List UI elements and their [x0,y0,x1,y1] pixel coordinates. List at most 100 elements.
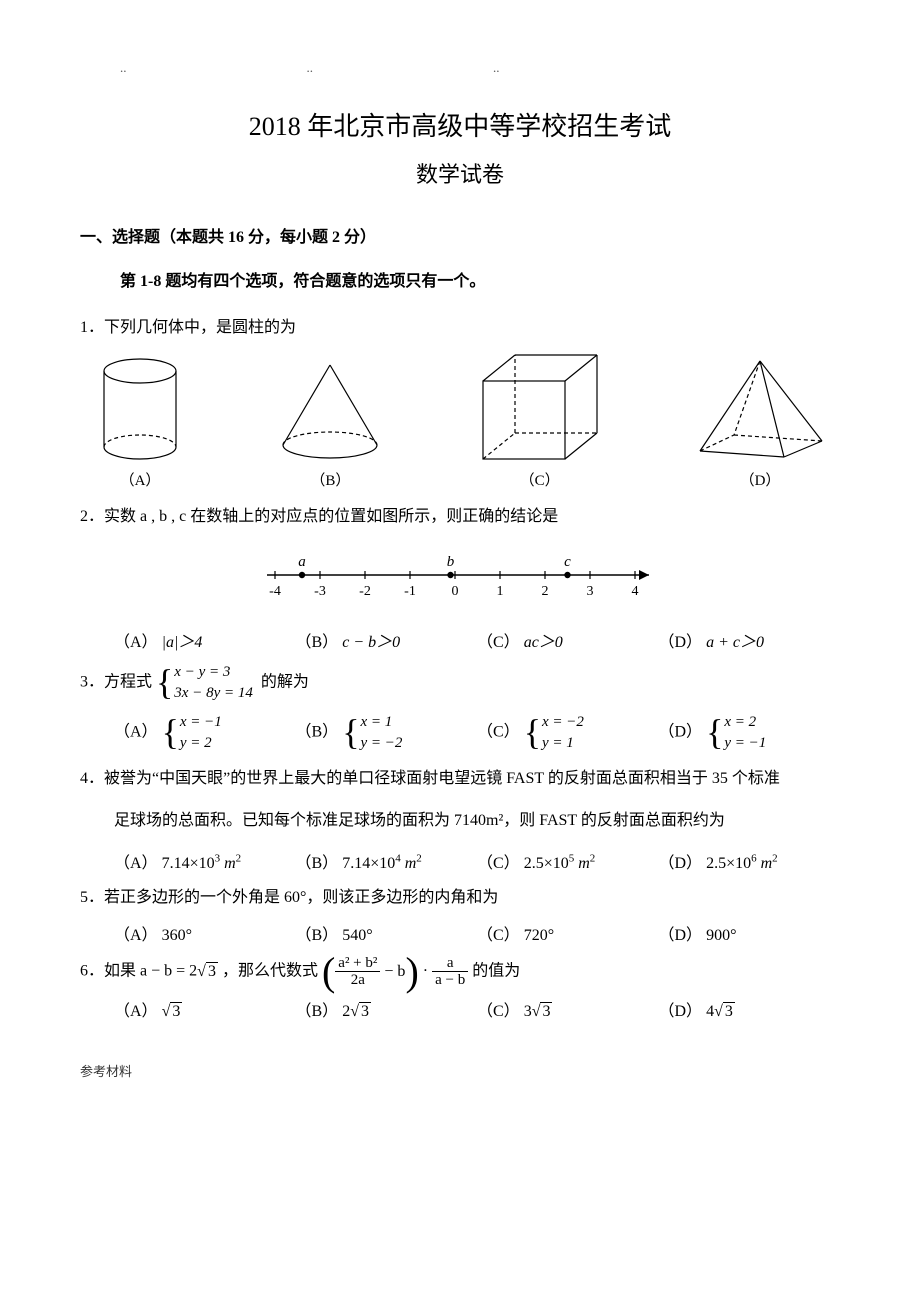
q3-opt-b: （B） { x = 1 y = −2 [296,712,478,754]
q6-opt-c: （C） 3√3 [477,997,659,1021]
dot-1: .. [120,60,127,76]
q3-stem-pre: 3．方程式 [80,673,152,690]
q4-stem-l2: 足球场的总面积。已知每个标准足球场的面积为 7140m²，则 FAST 的反射面… [114,802,840,840]
q1-figures: （A） （B） （C） [80,351,840,490]
q1-label-c: （C） [471,469,609,490]
q5-opt-a: （A） 360° [114,921,296,945]
opt-rad: 3 [170,1002,182,1020]
q4-opt-b: （B） 7.14×104 m2 [296,849,478,873]
opt-label: （A） [114,855,158,872]
opt-label: （A） [114,634,158,651]
opt-label: （B） [296,927,339,944]
opt-expr: ac＞0 [524,634,563,651]
q3-system: { x − y = 3 3x − 8y = 14 [156,662,253,704]
brace-icon: { [156,668,173,697]
opt-unit: m [578,855,590,872]
q5-opt-b: （B） 540° [296,921,478,945]
opt-l1: x = −2 [542,712,584,733]
svg-text:a: a [298,554,306,570]
q6-minus-b: − b [384,957,405,987]
q2-opt-b: （B） c − b＞0 [296,628,478,652]
opt-coef: 2 [342,1003,350,1020]
sqrt-icon: √3 [197,957,218,987]
sqrt-icon: √3 [162,1003,183,1021]
q6-post: 的值为 [472,963,520,980]
opt-val: 900° [706,927,736,944]
opt-label: （D） [659,927,703,944]
svg-text:2: 2 [542,584,549,599]
sqrt-icon: √3 [714,1003,735,1021]
opt-expr: |a|＞4 [162,634,203,651]
opt-label: （A） [114,1003,158,1020]
brace-icon: { [706,718,723,747]
svg-text:-1: -1 [404,584,416,599]
opt-coef: 2.5×10 [706,855,751,872]
opt-l2: y = 1 [542,733,584,754]
opt-exp: 3 [215,852,221,864]
q1-fig-b: （B） [271,359,389,490]
footer-text: 参考材料 [80,1061,840,1080]
q1-fig-c: （C） [471,351,609,490]
q3-stem: 3．方程式 { x − y = 3 3x − 8y = 14 的解为 [80,662,840,704]
q1-fig-a: （A） [90,355,190,490]
opt-l2: y = −1 [724,733,766,754]
exam-page: .. .. .. 2018 年北京市高级中等学校招生考试 数学试卷 一、选择题（… [0,0,920,1110]
q6-mid: ，那么代数式 [222,963,318,980]
opt-label: （B） [296,723,339,740]
opt-usup: 2 [236,852,242,864]
section-heading: 一、选择题（本题共 16 分，每小题 2 分） [80,223,840,247]
q6-options: （A） √3 （B） 2√3 （C） 3√3 （D） 4√3 [114,997,840,1021]
section-note: 第 1-8 题均有四个选项，符合题意的选项只有一个。 [120,267,840,291]
opt-coef: 7.14×10 [342,855,395,872]
opt-label: （C） [477,1003,520,1020]
q4-opt-c: （C） 2.5×105 m2 [477,849,659,873]
opt-label: （D） [659,634,703,651]
opt-label: （B） [296,634,339,651]
opt-expr: c − b＞0 [342,634,400,651]
opt-exp: 4 [395,852,401,864]
svg-text:3: 3 [587,584,594,599]
opt-label: （C） [477,855,520,872]
q6-opt-a: （A） √3 [114,997,296,1021]
svg-text:4: 4 [632,584,639,599]
svg-text:1: 1 [497,584,504,599]
q1-label-a: （A） [90,469,190,490]
opt-coef: 4 [706,1003,714,1020]
numberline-icon: -4-3-2-101234abc [255,543,665,609]
q3-options: （A） { x = −1 y = 2 （B） { x = 1 y = −2 （C… [114,712,840,754]
frac-num: a² + b² [335,955,380,973]
opt-l1: x = −1 [180,712,222,733]
opt-l2: y = 2 [180,733,222,754]
q5-opt-d: （D） 900° [659,921,841,945]
opt-val: 360° [162,927,192,944]
opt-label: （B） [296,1003,339,1020]
q2-opt-d: （D） a + c＞0 [659,628,841,652]
opt-rad: 3 [359,1002,371,1020]
opt-coef: 7.14×10 [162,855,215,872]
q6-stem: 6．如果 a − b = 2√3 ，那么代数式 ( a² + b² 2a − b… [80,955,840,989]
svg-text:0: 0 [452,584,459,599]
q6-dot: · [423,963,428,980]
q2-options: （A） |a|＞4 （B） c − b＞0 （C） ac＞0 （D） a + c… [114,628,840,652]
opt-l1: x = 1 [360,712,402,733]
q6-inner-frac: a² + b² 2a [335,955,380,989]
q1-fig-d: （D） [690,355,830,490]
q2-numberline: -4-3-2-101234abc [80,543,840,614]
opt-usup: 2 [590,852,596,864]
cylinder-icon [90,355,190,463]
opt-coef: 2.5×10 [524,855,569,872]
opt-usup: 2 [416,852,422,864]
frac-den: 2a [335,972,380,989]
opt-label: （C） [477,634,520,651]
opt-coef: 3 [524,1003,532,1020]
opt-label: （C） [477,723,520,740]
sqrt-icon: √3 [350,1003,371,1021]
q3-opt-d: （D） { x = 2 y = −1 [659,712,841,754]
opt-label: （D） [659,723,703,740]
title-sub: 数学试卷 [80,157,840,189]
svg-text:-4: -4 [269,584,281,599]
frac-den: a − b [432,972,468,989]
q5-opt-c: （C） 720° [477,921,659,945]
q2-stem: 2．实数 a , b , c 在数轴上的对应点的位置如图所示，则正确的结论是 [80,502,840,532]
q6-opt-b: （B） 2√3 [296,997,478,1021]
